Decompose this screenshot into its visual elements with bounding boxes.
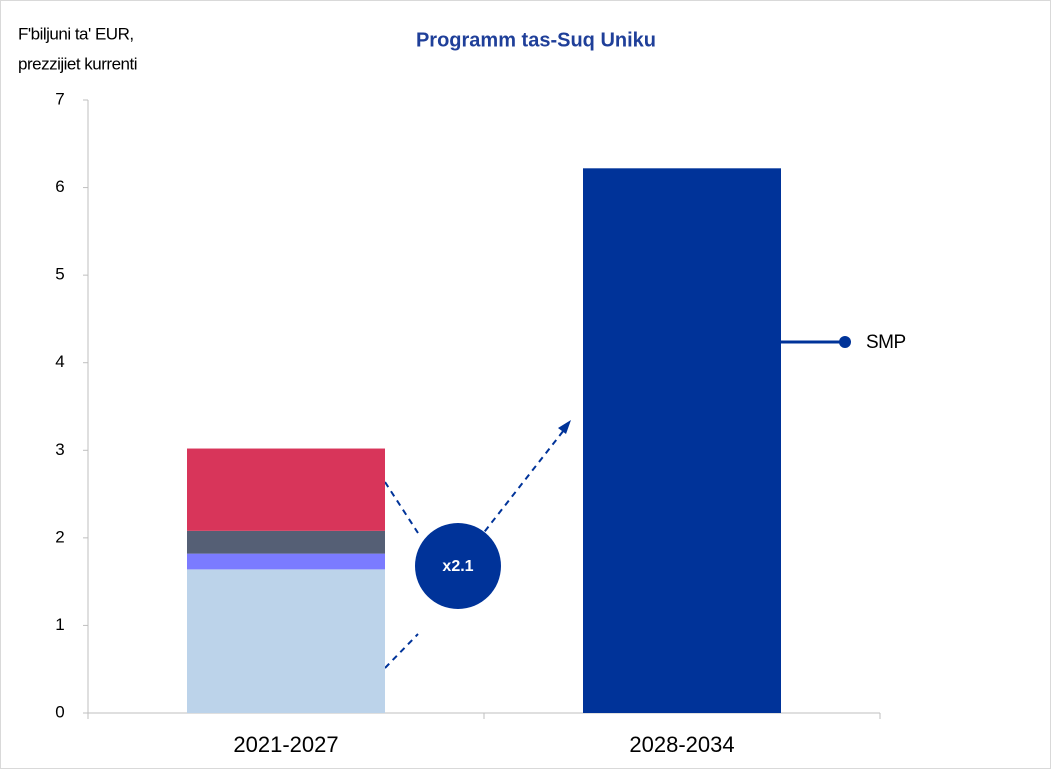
annotation: x2.1 (442, 558, 473, 575)
x-tick-label: 2021-2027 (233, 732, 338, 757)
y-tick-label: 6 (55, 177, 64, 196)
legend-label: SMP (866, 332, 906, 353)
bar-segment (187, 448, 385, 531)
y-tick-label: 0 (55, 702, 64, 721)
chart-title: Programm tas-Suq Uniku (416, 29, 656, 51)
bar-segment (187, 530, 385, 554)
dashed-line (477, 429, 565, 541)
y-tick-label: 5 (55, 265, 64, 284)
bar-segment (187, 569, 385, 713)
bar-segment (187, 553, 385, 570)
y-tick-label: 7 (55, 89, 64, 108)
y-tick-label: 2 (55, 527, 64, 546)
arrow-head (558, 420, 571, 434)
bar-segment (583, 168, 781, 713)
y-tick-label: 1 (55, 615, 64, 634)
dashed-line (384, 633, 419, 669)
y-axis-label: F'biljuni ta' EUR, (18, 24, 134, 43)
y-axis-label: prezzijiet kurrenti (18, 54, 137, 73)
growth-arrows (384, 429, 565, 669)
legend-dot (839, 336, 851, 348)
annotation-circle (415, 523, 501, 609)
x-tick-label: 2028-2034 (629, 732, 734, 757)
y-tick-label: 3 (55, 440, 64, 459)
y-tick-label: 4 (55, 352, 64, 371)
